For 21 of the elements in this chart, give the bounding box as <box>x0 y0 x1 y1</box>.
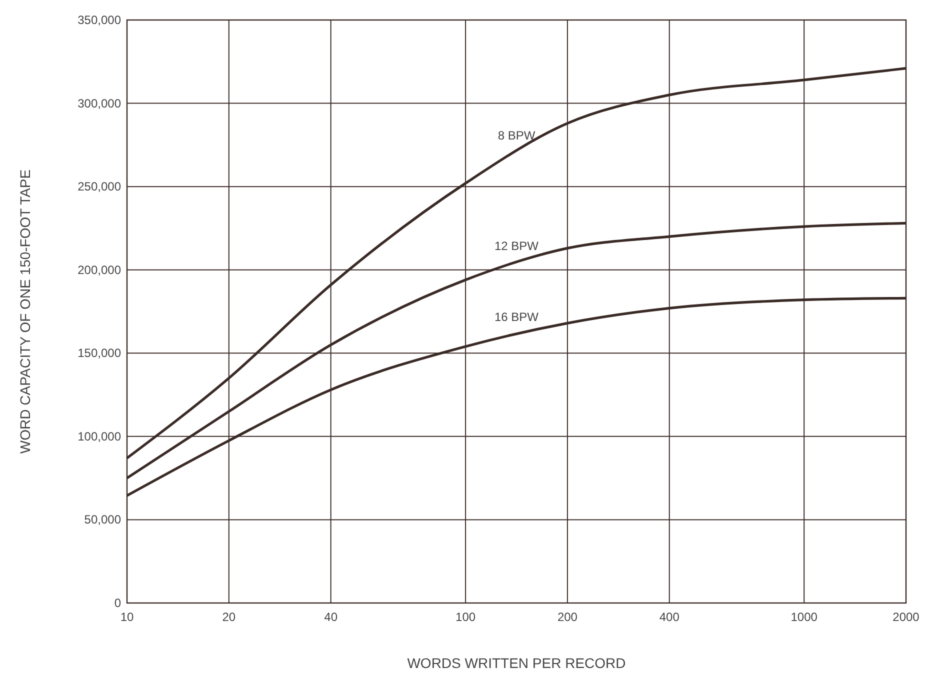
y-axis-title: WORD CAPACITY OF ONE 150-FOOT TAPE <box>17 169 33 454</box>
x-tick-label: 200 <box>557 610 578 624</box>
x-tick-label: 2000 <box>892 610 920 624</box>
y-tick-label: 100,000 <box>78 429 122 444</box>
x-tick-label: 40 <box>324 610 338 624</box>
y-tick-label: 50,000 <box>84 512 122 527</box>
series-label: 16 BPW <box>494 310 540 324</box>
x-tick-label: 400 <box>659 610 680 624</box>
y-tick-label: 150,000 <box>78 346 122 360</box>
x-tick-label: 100 <box>456 610 476 624</box>
y-tick-label: 0 <box>114 596 122 610</box>
y-tick-label: 300,000 <box>78 96 122 110</box>
series-label: 12 BPW <box>494 239 540 254</box>
y-tick-label: 250,000 <box>78 180 122 194</box>
y-tick-label: 200,000 <box>78 262 122 277</box>
x-tick-label: 1000 <box>790 610 818 624</box>
series-label: 8 BPW <box>498 128 536 142</box>
y-tick-label: 350,000 <box>78 13 122 27</box>
x-tick-label: 20 <box>222 610 236 624</box>
x-axis-title: WORDS WRITTEN PER RECORD <box>407 655 626 671</box>
x-tick-label: 10 <box>120 610 134 624</box>
